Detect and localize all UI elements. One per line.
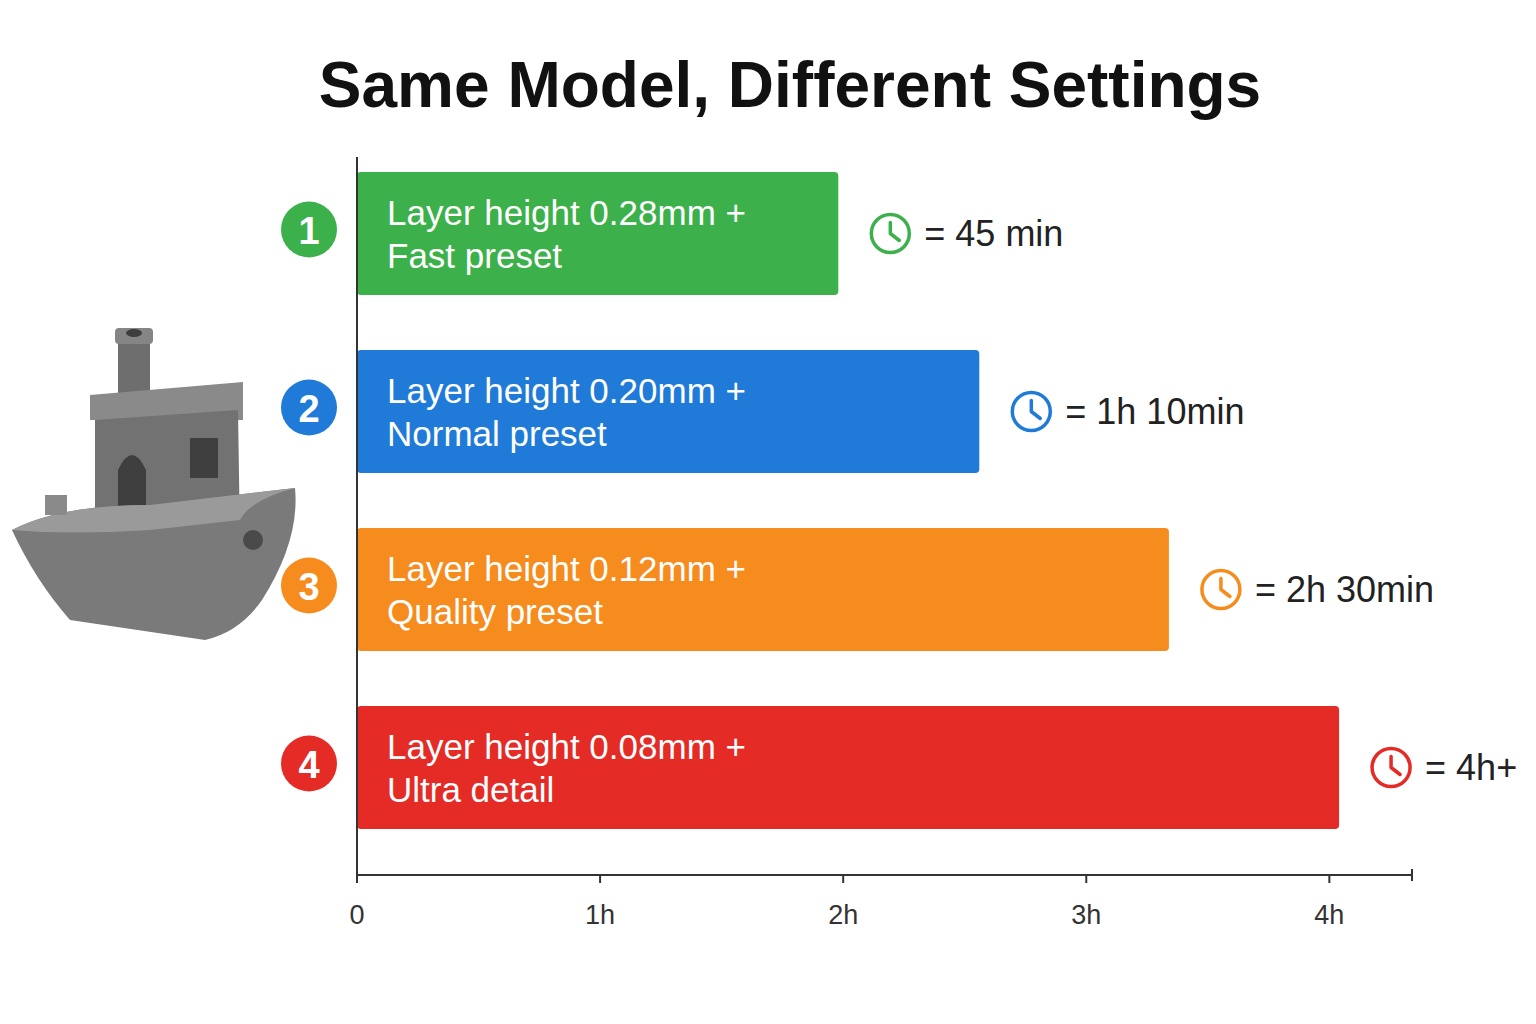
category-label-line: Layer height 0.20mm + xyxy=(387,371,746,410)
category-label-line: Quality preset xyxy=(387,592,603,631)
category-badge xyxy=(281,558,337,614)
bar xyxy=(357,172,838,295)
clock-icon xyxy=(871,215,909,253)
x-tick xyxy=(1328,875,1330,883)
x-tick-label: 4h xyxy=(1314,900,1344,930)
category-label-line: Layer height 0.28mm + xyxy=(387,193,746,232)
bars xyxy=(357,172,1339,829)
bar xyxy=(357,706,1339,829)
x-tick xyxy=(842,875,844,883)
bar xyxy=(357,350,979,473)
x-tick xyxy=(356,875,358,883)
category-label: Layer height 0.12mm + Quality preset xyxy=(387,549,746,631)
clock-hands xyxy=(1031,401,1040,419)
x-tick xyxy=(599,875,601,883)
category-label: Layer height 0.08mm + Ultra detail xyxy=(387,727,746,809)
clock-hands xyxy=(890,223,899,241)
boat-window xyxy=(190,438,218,478)
category-number: 3 xyxy=(298,566,319,608)
category-badge xyxy=(281,202,337,258)
boat-chimney-top xyxy=(115,328,153,344)
time-annotation: = 1h 10min xyxy=(1065,391,1244,432)
category-number: 2 xyxy=(298,388,319,430)
chart-title: Same Model, Different Settings xyxy=(319,49,1261,121)
category-label-line: Layer height 0.08mm + xyxy=(387,727,746,766)
x-tick-label: 0 xyxy=(349,900,364,930)
boat-bollard xyxy=(45,495,67,515)
chart-root: Same Model, Different Settings Layer heig… xyxy=(0,0,1536,1024)
clock-icon xyxy=(1012,393,1050,431)
boat-chimney xyxy=(118,338,150,398)
boat-illustration xyxy=(12,328,296,640)
bar xyxy=(357,528,1169,651)
y-axis-line xyxy=(356,157,358,875)
boat-hull xyxy=(12,488,296,640)
clock-icon xyxy=(1202,571,1240,609)
x-tick-label: 1h xyxy=(585,900,615,930)
category-label: Layer height 0.28mm + Fast preset xyxy=(387,193,746,275)
labels: Layer height 0.28mm + Fast preset 1 = 45 mi… xyxy=(281,193,1517,809)
category-badge xyxy=(281,736,337,792)
category-label-line: Layer height 0.12mm + xyxy=(387,549,746,588)
clock-hands xyxy=(1391,757,1400,775)
clock-hands xyxy=(1221,579,1230,597)
clock-face xyxy=(1202,571,1240,609)
clock-face xyxy=(1372,749,1410,787)
category-label: Layer height 0.20mm + Normal preset xyxy=(387,371,746,453)
x-tick-label: 2h xyxy=(828,900,858,930)
category-label-line: Normal preset xyxy=(387,414,607,453)
category-number: 4 xyxy=(298,744,319,786)
clock-face xyxy=(871,215,909,253)
time-annotation: = 2h 30min xyxy=(1255,569,1434,610)
time-annotation: = 4h+ xyxy=(1425,747,1517,788)
category-label-line: Fast preset xyxy=(387,236,562,275)
x-axis-line xyxy=(357,874,1412,876)
x-tick xyxy=(1085,875,1087,883)
category-badge xyxy=(281,380,337,436)
chart-svg: Same Model, Different Settings Layer heig… xyxy=(0,0,1536,1024)
clock-icon xyxy=(1372,749,1410,787)
boat-deck xyxy=(12,488,295,533)
boat-porthole xyxy=(243,530,263,550)
category-number: 1 xyxy=(298,210,319,252)
clock-face xyxy=(1012,393,1050,431)
boat-chimney-hole xyxy=(126,329,142,337)
category-label-line: Ultra detail xyxy=(387,770,554,809)
x-tick-label: 3h xyxy=(1071,900,1101,930)
time-annotation: = 45 min xyxy=(924,213,1063,254)
axis-end xyxy=(1411,869,1413,881)
